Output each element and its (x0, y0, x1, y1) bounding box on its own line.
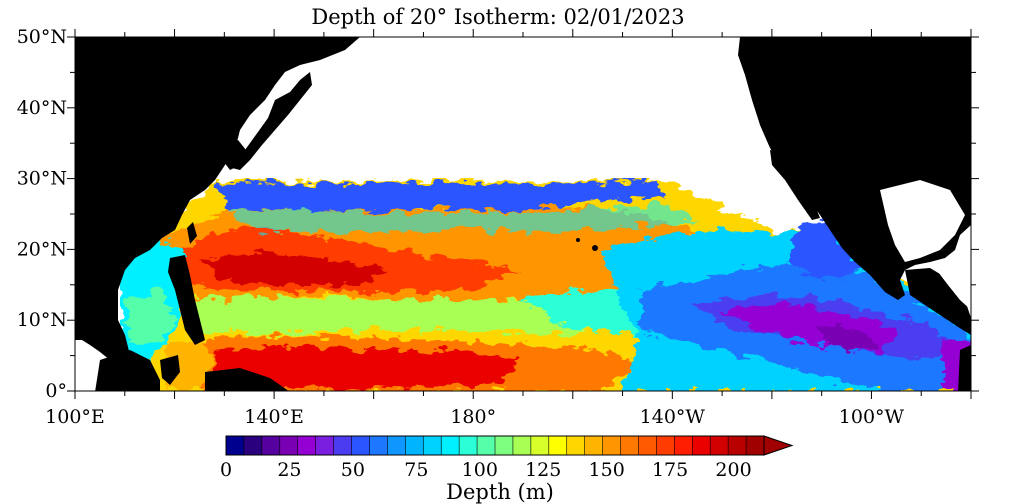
colorbar-swatch (369, 436, 388, 455)
colorbar-tick-labels: 0 25 50 75 100 125 150 175 200 (220, 459, 752, 481)
colorbar-swatch (226, 436, 245, 455)
gyre-deep-core (200, 250, 390, 285)
colorbar-title: Depth (m) (446, 480, 554, 504)
map-area (75, 37, 971, 391)
gulf-of-mexico (880, 180, 965, 262)
colorbar-tick-label: 175 (652, 459, 688, 481)
land-masses (75, 37, 971, 391)
colorbar-swatch (602, 436, 622, 455)
lat-tick-label: 30°N (17, 168, 67, 190)
lat-tick-label: 40°N (17, 97, 67, 119)
colorbar-tick-label: 25 (277, 459, 301, 481)
colorbar-swatch (638, 436, 657, 455)
colorbar-swatch (746, 436, 765, 455)
colorbar-swatch (495, 436, 514, 455)
colorbar-tick-label: 75 (404, 459, 428, 481)
colorbar-swatch (243, 436, 263, 455)
colorbar-swatch (620, 436, 639, 455)
colorbar-tick-label: 100 (462, 459, 498, 481)
colorbar-swatch (333, 436, 353, 455)
colorbar-swatch (548, 436, 568, 455)
lon-tick-label: 100°E (45, 406, 105, 428)
north-edge-cyan (230, 205, 700, 232)
land-borneo (95, 350, 160, 391)
colorbar-swatch (477, 436, 496, 455)
colorbar-swatch (387, 436, 406, 455)
colorbar-swatch (423, 436, 442, 455)
longitude-axis: 100°E 140°E 180° 140°W 100°W (45, 29, 972, 428)
caribbean-sea (935, 258, 971, 310)
colorbar-swatch (261, 436, 281, 455)
land-new-guinea (205, 368, 289, 391)
lon-tick-label: 140°W (640, 406, 706, 428)
land-central-america (905, 268, 971, 335)
lat-tick-label: 10°N (17, 309, 67, 331)
colorbar-swatch (728, 436, 747, 455)
land-south-america (958, 345, 971, 391)
land-sulawesi (160, 355, 180, 385)
land-island (576, 238, 580, 242)
latitude-axis: 50°N 40°N 30°N 20°N 10°N 0° (17, 26, 979, 402)
mexico-coast-shallow (790, 220, 860, 280)
colorbar-swatch (674, 436, 693, 455)
land-baja (770, 150, 820, 220)
lat-tick-label: 50°N (17, 26, 67, 48)
colorbar-swatch (584, 436, 604, 455)
colorbar-swatch (530, 436, 550, 455)
colorbar-tick-label: 50 (341, 459, 365, 481)
colorbar-tick-label: 125 (525, 459, 561, 481)
colorbar-swatch (405, 436, 424, 455)
colorbar-swatch (297, 436, 317, 455)
land-taiwan (187, 222, 197, 244)
east-deep-purple (820, 325, 880, 350)
colorbar-tick-label: 200 (715, 459, 751, 481)
lat-tick-label: 20°N (17, 238, 67, 260)
lon-tick-label: 140°E (244, 406, 304, 428)
colorbar-swatch (441, 436, 460, 455)
land-philippines (168, 255, 205, 345)
colorbar (225, 435, 794, 456)
map-title: Depth of 20° Isotherm: 02/01/2023 (311, 5, 684, 29)
land-korea (224, 140, 246, 170)
indonesia-warm (165, 340, 215, 390)
equatorial-core (215, 345, 520, 388)
colorbar-swatch (656, 436, 675, 455)
north-edge-shallow (215, 180, 665, 212)
colorbar-swatch (279, 436, 299, 455)
lat-tick-label: 0° (45, 380, 67, 402)
colorbar-swatch (512, 436, 532, 455)
colorbar-tick-label: 0 (220, 459, 232, 481)
colorbar-swatch (566, 436, 586, 455)
colorbar-swatch (692, 436, 711, 455)
colorbar-swatch (459, 436, 478, 455)
colorbar-tick-label: 150 (589, 459, 625, 481)
colorbar-swatch (315, 436, 335, 455)
lon-tick-label: 100°W (839, 406, 905, 428)
ridge-green (190, 296, 640, 335)
scs-green (125, 290, 175, 345)
lon-tick-label: 180° (450, 406, 496, 428)
colorbar-swatch (351, 436, 370, 455)
depth-field (120, 178, 971, 391)
colorbar-overflow-arrow (763, 435, 794, 456)
colorbar-swatch (710, 436, 729, 455)
land-japan (232, 72, 312, 170)
land-hawaii (592, 245, 598, 251)
land-asia (75, 37, 360, 362)
